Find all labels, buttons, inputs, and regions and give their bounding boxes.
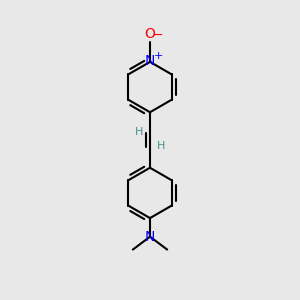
Text: H: H [135,127,143,137]
Text: H: H [157,140,165,151]
Text: N: N [145,230,155,244]
Text: O: O [145,27,155,41]
Text: −: − [153,29,163,42]
Text: N: N [145,54,155,68]
Text: +: + [154,51,163,61]
